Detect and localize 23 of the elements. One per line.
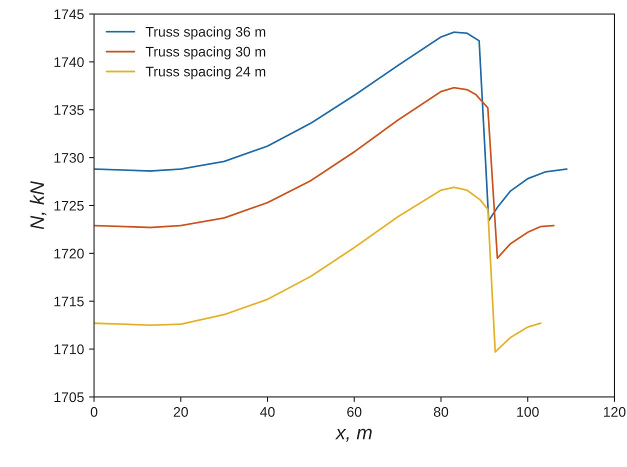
x-tick-label: 40 [260, 407, 275, 417]
x-tick-label: 100 [517, 407, 539, 417]
line-series [94, 186, 542, 353]
y-tick-label: 1720 [54, 248, 84, 259]
y-tick-label: 1735 [54, 105, 84, 115]
y-tick-label: 1730 [54, 152, 84, 163]
x-tick-label: 60 [347, 407, 362, 417]
line-series [94, 86, 555, 259]
x-tick-label: 120 [604, 407, 626, 417]
x-tick-label: 20 [174, 407, 188, 417]
y-tick-label: 1725 [54, 200, 84, 211]
legend-label: Truss spacing 24 m [146, 66, 266, 80]
y-tick-label: 1740 [54, 57, 84, 68]
y-axis-title: N, kN [30, 181, 46, 230]
legend-label: Truss spacing 36 m [146, 26, 266, 40]
x-tick-label: 0 [90, 407, 98, 417]
x-axis-title: x, m [335, 428, 372, 442]
y-tick-label: 1715 [54, 296, 84, 306]
y-tick-label: 1710 [54, 344, 84, 354]
x-tick-label: 80 [434, 407, 448, 417]
legend-label: Truss spacing 30 m [146, 46, 266, 60]
y-tick-label: 1745 [54, 9, 84, 20]
y-tick-label: 1705 [54, 392, 84, 402]
